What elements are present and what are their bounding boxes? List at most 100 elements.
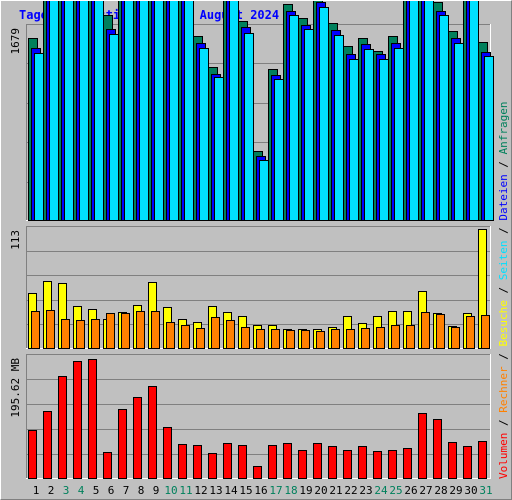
bar-rechner-day-3 <box>61 319 70 349</box>
bar-volumen-day-22 <box>343 450 352 479</box>
bar-seiten-day-13 <box>214 77 224 221</box>
bar-rechner-day-25 <box>391 325 400 349</box>
bar-volumen-day-16 <box>253 466 262 479</box>
bar-rechner-day-21 <box>331 329 340 349</box>
x-tick-label-26: 26 <box>404 484 417 497</box>
bar-seiten-day-3 <box>64 1 74 221</box>
bar-seiten-day-22 <box>349 59 359 221</box>
bar-rechner-day-5 <box>91 319 100 349</box>
bar-rechner-day-4 <box>76 320 85 349</box>
bar-seiten-day-17 <box>274 79 284 221</box>
bar-rechner-day-7 <box>121 313 130 349</box>
bar-rechner-day-20 <box>316 331 325 349</box>
bar-rechner-day-24 <box>376 327 385 349</box>
bar-rechner-day-2 <box>46 310 55 349</box>
x-tick-label-13: 13 <box>209 484 222 497</box>
bar-seiten-day-1 <box>34 53 44 221</box>
x-tick-label-2: 2 <box>48 484 55 497</box>
bar-rechner-day-16 <box>256 329 265 349</box>
bar-rechner-day-15 <box>241 327 250 349</box>
side-legend-separator: / <box>497 413 510 433</box>
bar-volumen-day-29 <box>448 442 457 479</box>
bar-rechner-day-11 <box>181 325 190 349</box>
x-tick-label-20: 20 <box>314 484 327 497</box>
bar-volumen-day-2 <box>43 411 52 479</box>
bar-seiten-day-9 <box>154 1 164 221</box>
bar-rechner-day-9 <box>151 311 160 349</box>
x-tick-label-23: 23 <box>359 484 372 497</box>
bar-seiten-day-20 <box>319 7 329 221</box>
bar-rechner-day-10 <box>166 322 175 349</box>
bar-volumen-day-19 <box>298 450 307 479</box>
bar-rechner-day-14 <box>226 320 235 349</box>
bar-seiten-day-11 <box>184 1 194 221</box>
side-legend-separator: / <box>497 347 510 367</box>
bar-rechner-day-1 <box>31 311 40 349</box>
side-legend-rechner: Rechner <box>497 366 510 413</box>
side-legend-separator: / <box>497 221 510 241</box>
bar-seiten-day-28 <box>439 15 449 221</box>
bar-seiten-day-12 <box>199 48 209 221</box>
bar-seiten-day-26 <box>409 1 419 221</box>
bar-volumen-day-5 <box>88 359 97 479</box>
bar-seiten-day-7 <box>124 1 134 221</box>
x-tick-label-19: 19 <box>299 484 312 497</box>
bar-volumen-day-6 <box>103 452 112 479</box>
side-legend: Volumen / Rechner / Besuche / Seiten / D… <box>497 101 510 479</box>
side-legend-separator: / <box>497 280 510 300</box>
x-tick-label-31: 31 <box>479 484 492 497</box>
bar-volumen-day-26 <box>403 448 412 479</box>
bar-volumen-day-24 <box>373 451 382 479</box>
bar-rechner-day-26 <box>406 325 415 349</box>
bar-seiten-day-19 <box>304 29 314 221</box>
x-tick-label-29: 29 <box>449 484 462 497</box>
bar-seiten-day-25 <box>394 48 404 221</box>
side-legend-besuche: Besuche <box>497 300 510 346</box>
bar-volumen-day-21 <box>328 446 337 479</box>
x-tick-label-25: 25 <box>389 484 402 497</box>
bar-rechner-day-22 <box>346 329 355 349</box>
x-tick-label-16: 16 <box>254 484 267 497</box>
x-tick-label-5: 5 <box>93 484 100 497</box>
side-legend-anfragen: Anfragen <box>497 101 510 154</box>
x-tick-label-8: 8 <box>138 484 145 497</box>
x-tick-label-11: 11 <box>179 484 192 497</box>
x-tick-label-17: 17 <box>269 484 282 497</box>
bar-rechner-day-27 <box>421 312 430 349</box>
bar-volumen-day-28 <box>433 419 442 479</box>
x-tick-label-4: 4 <box>78 484 85 497</box>
bar-seiten-day-6 <box>109 34 119 221</box>
x-tick-label-9: 9 <box>153 484 160 497</box>
x-tick-label-10: 10 <box>164 484 177 497</box>
bar-seiten-day-8 <box>139 1 149 221</box>
bar-seiten-day-2 <box>49 1 59 221</box>
x-tick-label-28: 28 <box>434 484 447 497</box>
x-tick-label-6: 6 <box>108 484 115 497</box>
bar-seiten-day-30 <box>469 1 479 221</box>
x-tick-label-24: 24 <box>374 484 388 497</box>
x-tick-label-3: 3 <box>63 484 70 497</box>
x-tick-label-22: 22 <box>344 484 357 497</box>
x-tick-label-27: 27 <box>419 484 432 497</box>
bar-volumen-day-13 <box>208 453 217 479</box>
side-legend-seiten: Seiten <box>497 241 510 281</box>
panel-volume-max-label: 195.62 MB <box>9 358 22 418</box>
bar-seiten-day-5 <box>94 1 104 221</box>
x-tick-label-14: 14 <box>224 484 238 497</box>
bar-volumen-day-4 <box>73 361 82 479</box>
bar-rechner-day-28 <box>436 314 445 349</box>
bar-volumen-day-1 <box>28 430 37 479</box>
bar-seiten-day-10 <box>169 1 179 221</box>
bar-rechner-day-12 <box>196 328 205 349</box>
bar-volumen-day-30 <box>463 446 472 479</box>
bar-rechner-day-23 <box>361 328 370 349</box>
panel-visits-max-label: 113 <box>9 230 22 250</box>
x-tick-label-18: 18 <box>284 484 297 497</box>
bar-seiten-day-29 <box>454 43 464 221</box>
x-tick-label-30: 30 <box>464 484 477 497</box>
bar-seiten-day-27 <box>424 1 434 221</box>
bar-volumen-day-12 <box>193 445 202 479</box>
bar-volumen-day-20 <box>313 443 322 479</box>
bar-volumen-day-8 <box>133 397 142 479</box>
bar-rechner-day-18 <box>286 330 295 349</box>
